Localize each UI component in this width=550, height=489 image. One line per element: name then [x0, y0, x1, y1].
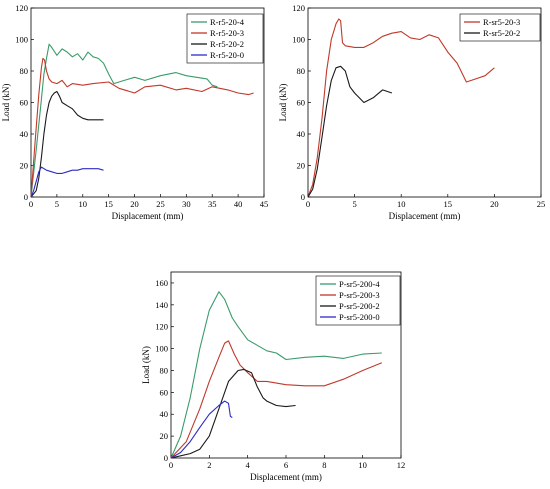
y-tick-label: 120 — [292, 3, 305, 13]
y-tick-label: 80 — [160, 365, 169, 375]
y-tick-label: 0 — [24, 192, 28, 202]
x-tick-label: 8 — [322, 460, 326, 470]
x-tick-label: 20 — [490, 199, 499, 209]
x-tick-label: 0 — [169, 460, 173, 470]
y-tick-label: 60 — [160, 387, 169, 397]
chart-p-sr5: 0 2 4 6 8 10 12020406080100120140160Displaceme… — [141, 271, 406, 482]
y-tick-label: 20 — [20, 161, 29, 171]
y-tick-label: 140 — [155, 300, 168, 310]
y-tick-label: 20 — [297, 161, 306, 171]
y-tick-label: 100 — [292, 35, 305, 45]
y-tick-label: 160 — [155, 278, 168, 288]
x-tick-label: 0 — [306, 199, 310, 209]
legend-box — [459, 13, 541, 42]
y-tick-label: 80 — [297, 66, 306, 76]
y-tick-label: 40 — [160, 409, 169, 419]
series-line-P-sr5-200-4 — [170, 291, 382, 459]
x-tick-label: 35 — [208, 199, 217, 209]
y-axis-title: Load (kN) — [141, 346, 151, 384]
chart-r5: 0 5 10 15 20 25 30 35 40 45 0 20 40 60 80 100 120 Displac… — [1, 3, 268, 221]
series-line-R-r5-20-2 — [30, 90, 104, 198]
x-tick-label: 10 — [358, 460, 367, 470]
x-tick-label: 20 — [130, 199, 139, 209]
y-axis-title: Load (kN) — [1, 84, 11, 122]
legend-label-R-r5-20-3: R-r5-20-3 — [210, 28, 244, 38]
y-tick-label: 0 — [164, 453, 168, 463]
y-tick-label: 120 — [155, 322, 168, 332]
chart-sr5: 0 5 10 15 20 25 0 20 40 60 80 100 120 Displacement (m… — [278, 3, 545, 221]
x-tick-label: 2 — [207, 460, 211, 470]
series-line-R-sr5-20-3 — [307, 18, 495, 198]
x-tick-label: 4 — [246, 460, 251, 470]
y-axis-title: Load (kN) — [278, 84, 288, 122]
legend-label-R-r5-20-4: R-r5-20-4 — [210, 17, 245, 27]
x-tick-label: 25 — [537, 199, 546, 209]
legend-label-R-r5-20-2: R-r5-20-2 — [210, 39, 244, 49]
x-tick-label: 5 — [55, 199, 59, 209]
series-line-R-r5-20-3 — [30, 57, 254, 198]
x-tick-label: 30 — [182, 199, 191, 209]
x-tick-label: 0 — [29, 199, 33, 209]
x-tick-label: 6 — [284, 460, 288, 470]
series-line-R-r5-20-4 — [30, 43, 218, 198]
series-line-P-sr5-200-0 — [170, 400, 233, 459]
series-line-P-sr5-200-2 — [170, 368, 296, 459]
x-tick-label: 15 — [104, 199, 113, 209]
x-tick-label: 10 — [397, 199, 406, 209]
x-tick-label: 15 — [444, 199, 453, 209]
x-tick-label: 40 — [234, 199, 243, 209]
y-tick-label: 60 — [297, 98, 306, 108]
y-tick-label: 120 — [15, 3, 28, 13]
y-tick-label: 60 — [20, 98, 29, 108]
y-tick-label: 80 — [20, 66, 29, 76]
x-tick-label: 25 — [156, 199, 165, 209]
x-tick-label: 10 — [79, 199, 88, 209]
x-axis-title: Displacement (mm) — [112, 211, 184, 221]
y-tick-label: 100 — [155, 344, 168, 354]
y-tick-label: 40 — [20, 129, 29, 139]
x-tick-label: 45 — [260, 199, 269, 209]
legend-label-P-sr5-200-0: P-sr5-200-0 — [339, 312, 380, 322]
x-tick-label: 12 — [397, 460, 406, 470]
series-line-P-sr5-200-3 — [170, 340, 383, 459]
y-tick-label: 40 — [297, 129, 306, 139]
legend-label-R-r5-20-0: R-r5-20-0 — [210, 50, 244, 60]
series-line-R-sr5-20-2 — [307, 65, 393, 198]
x-axis-title: Displacement (mm) — [250, 472, 322, 482]
y-tick-label: 20 — [160, 431, 169, 441]
series-line-R-r5-20-0 — [30, 166, 104, 198]
legend-label-R-sr5-20-3: R-sr5-20-3 — [483, 17, 520, 27]
legend-label-P-sr5-200-2: P-sr5-200-2 — [339, 301, 380, 311]
x-axis-title: Displacement (mm) — [389, 211, 461, 221]
x-tick-label: 5 — [352, 199, 356, 209]
y-tick-label: 0 — [301, 192, 305, 202]
legend-label-P-sr5-200-3: P-sr5-200-3 — [339, 290, 380, 300]
legend-label-R-sr5-20-2: R-sr5-20-2 — [483, 28, 520, 38]
y-tick-label: 100 — [15, 35, 28, 45]
legend-label-P-sr5-200-4: P-sr5-200-4 — [339, 279, 380, 289]
